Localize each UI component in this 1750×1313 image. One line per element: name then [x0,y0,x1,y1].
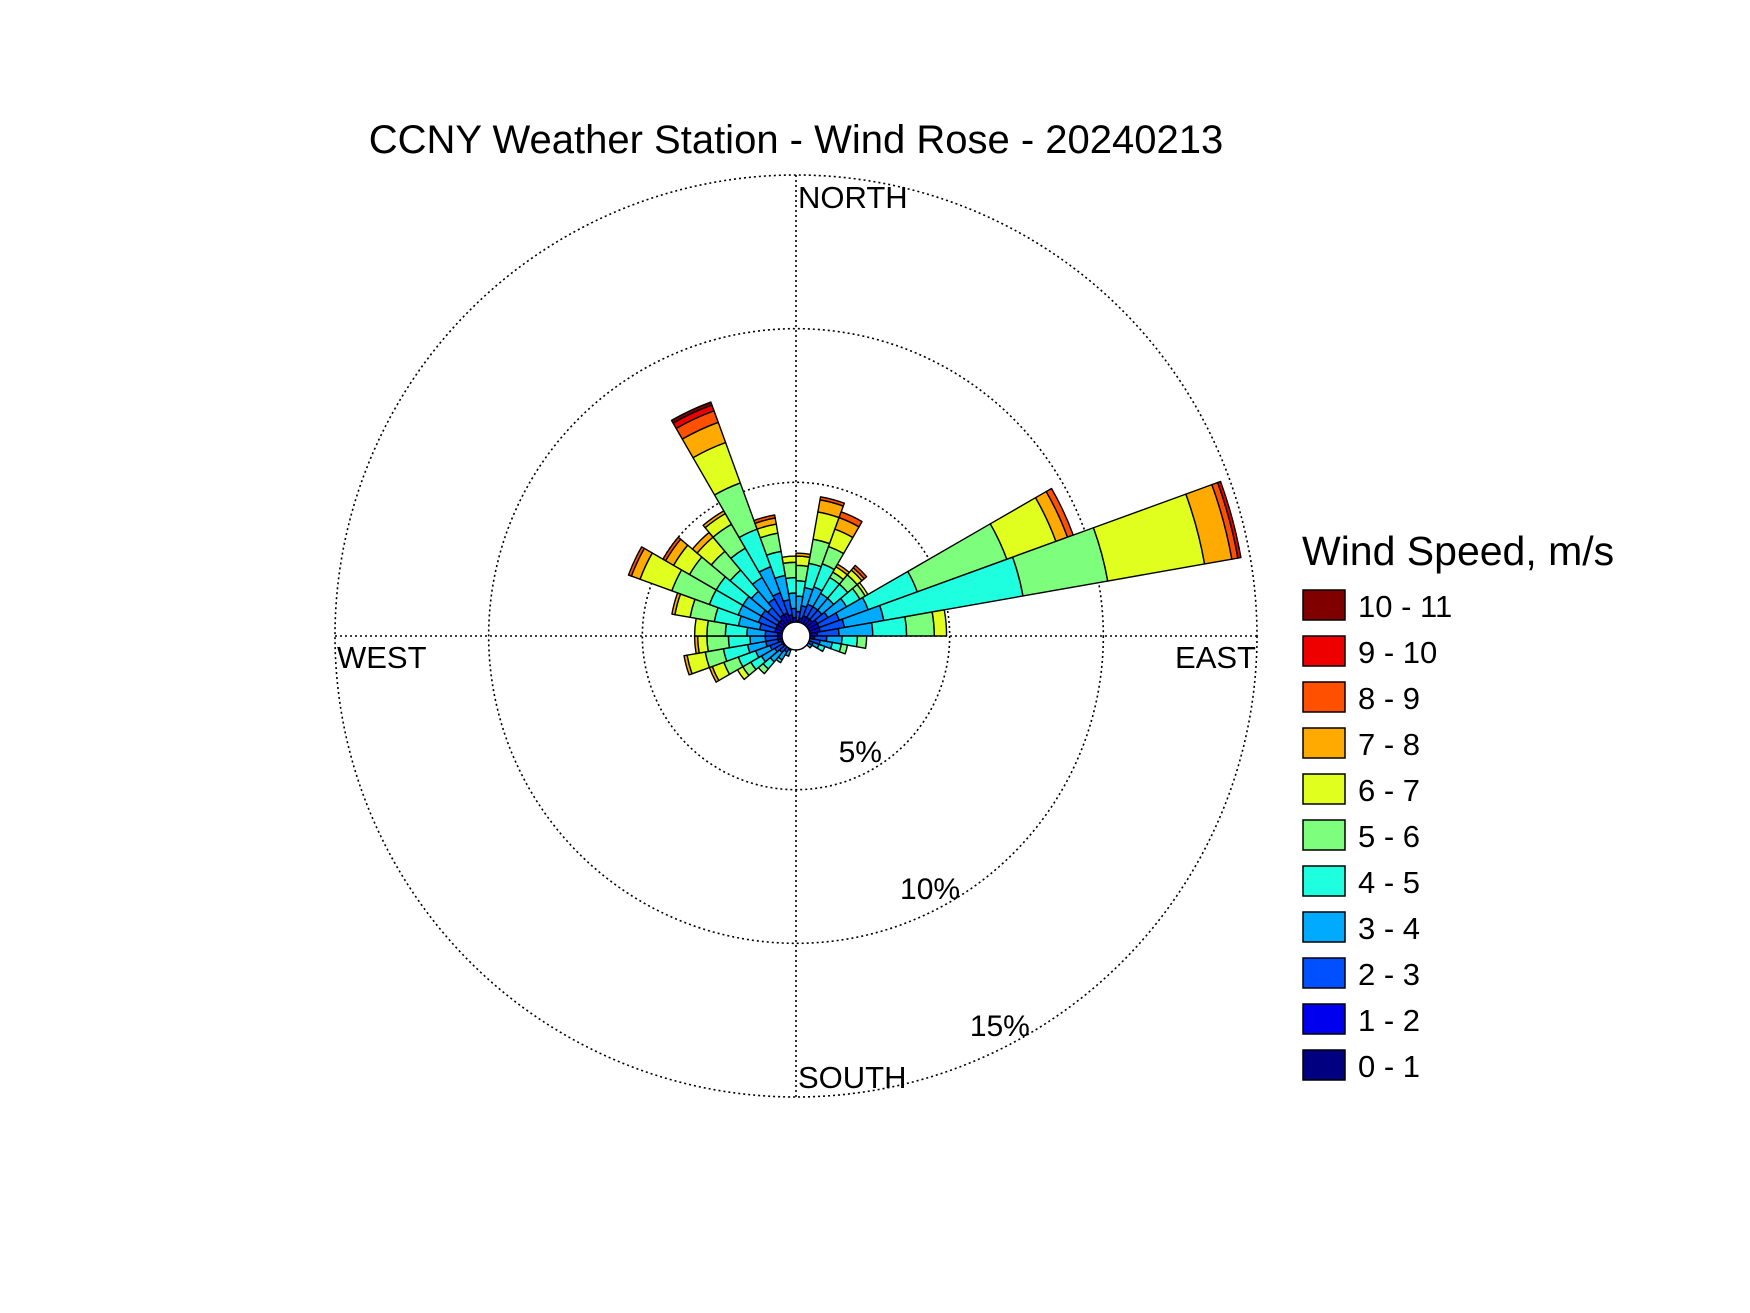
segment-305-bin-8 [662,536,682,562]
segment-355-bin-2 [790,607,797,619]
segment-355-bin-6 [781,555,797,565]
direction-label-west: WEST [337,640,427,675]
legend-label: 9 - 10 [1358,635,1437,670]
grid-ring-1 [641,481,951,791]
legend-swatch [1302,589,1346,621]
segment-295-bin-8 [627,546,645,577]
segment-5-bin-7 [795,552,812,559]
direction-label-east: EAST [1175,640,1256,675]
legend-swatch [1302,819,1346,851]
segment-95-bin-5 [855,635,868,649]
segment-75-bin-9 [1216,480,1242,559]
legend-items: 10 - 11 9 - 10 8 - 9 7 - 8 6 - 7 5 - 6 4 - 5 3 … [1302,589,1452,1084]
sector-295 [627,546,797,637]
legend-label: 7 - 8 [1358,727,1420,762]
legend-swatch [1302,1049,1346,1081]
wind-sectors [627,401,1242,683]
segment-15-bin-8 [819,496,846,507]
segment-45-bin-8 [852,564,868,580]
legend-swatch [1302,957,1346,989]
legend-swatch [1302,727,1346,759]
sector-275 [693,617,797,637]
segment-345-bin-8 [753,514,776,525]
legend: Wind Speed, m/s 10 - 11 9 - 10 8 - 9 7 - 8 6… [1302,528,1614,1084]
direction-label-south: SOUTH [798,1060,907,1095]
radial-labels: 5% 10% 15% [839,736,1030,1043]
segment-255-bin-7 [683,654,693,676]
legend-label: 0 - 1 [1358,1049,1420,1084]
chart-title: CCNY Weather Station - Wind Rose - 20240… [369,118,1224,162]
radial-label-15: 15% [970,1010,1030,1043]
legend-swatch [1302,773,1346,805]
legend-swatch [1302,635,1346,667]
segment-115-bin-4 [816,643,826,653]
legend-label: 1 - 2 [1358,1003,1420,1038]
legend-swatch [1302,865,1346,897]
sector-25 [795,511,863,637]
legend-label: 2 - 3 [1358,957,1420,992]
segment-105-bin-5 [838,643,849,655]
legend-label: 3 - 4 [1358,911,1420,946]
segment-355-bin-5 [782,561,797,580]
sector-85 [795,609,948,637]
sector-325 [702,510,797,637]
segment-25-bin-8 [838,511,863,528]
sector-75 [795,480,1242,637]
segment-85-bin-5 [904,611,935,637]
legend-title: Wind Speed, m/s [1302,528,1614,574]
segment-85-bin-6 [931,609,948,637]
legend-label: 6 - 7 [1358,773,1420,808]
radial-label-5: 5% [839,736,882,769]
legend-swatch [1302,681,1346,713]
segment-75-bin-6 [1092,493,1206,582]
legend-label: 5 - 6 [1358,819,1420,854]
radial-label-10: 10% [900,873,960,906]
calm-center [781,621,811,651]
segment-275-bin-6 [693,617,709,637]
legend-swatch [1302,911,1346,943]
legend-swatch [1302,1003,1346,1035]
segment-335-bin-10 [670,401,713,424]
grid-ring-2 [487,327,1105,945]
sector-45 [795,564,868,637]
direction-label-north: NORTH [798,180,908,215]
legend-label: 10 - 11 [1358,589,1452,624]
legend-label: 4 - 5 [1358,865,1420,900]
sector-335 [670,401,797,637]
legend-label: 8 - 9 [1358,681,1420,716]
